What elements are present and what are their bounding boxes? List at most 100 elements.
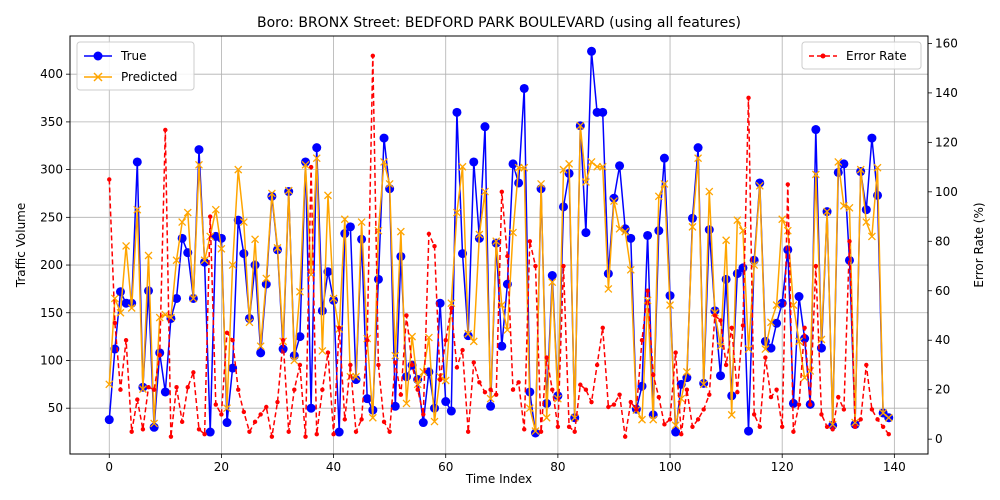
error-rate-point xyxy=(785,182,791,187)
error-rate-point xyxy=(488,387,493,392)
error-rate-point xyxy=(628,399,633,405)
error-rate-point xyxy=(852,424,858,429)
predicted-point xyxy=(262,274,271,283)
y2-tick-label: 40 xyxy=(935,333,950,347)
predicted-point xyxy=(424,333,433,342)
true-point xyxy=(788,398,798,408)
true-point xyxy=(716,371,726,381)
error-rate-point xyxy=(376,362,381,368)
error-rate-point xyxy=(566,424,572,429)
predicted-point xyxy=(727,410,736,419)
x-tick-label: 20 xyxy=(214,460,229,474)
true-point xyxy=(828,420,838,430)
predicted-point xyxy=(710,308,719,317)
predicted-point xyxy=(716,342,725,351)
true-point xyxy=(418,418,428,428)
predicted-point xyxy=(565,159,574,168)
predicted-point xyxy=(767,318,775,327)
error-rate-point xyxy=(460,347,465,353)
predicted-point xyxy=(290,356,299,365)
predicted-point xyxy=(862,218,871,227)
axes: 0 20 40 60 80 100 120 1405010015020025030035040… xyxy=(40,36,958,474)
error-rate-point xyxy=(247,429,252,434)
error-rate-point xyxy=(763,355,768,360)
y-tick-label: 100 xyxy=(40,353,63,367)
error-rate-point xyxy=(594,362,600,368)
error-rate-point xyxy=(112,320,118,326)
error-rate-point xyxy=(437,377,443,382)
error-rate-point xyxy=(421,412,426,417)
error-rate-point xyxy=(707,392,712,397)
error-rate-point xyxy=(381,419,387,425)
error-rate-point xyxy=(146,385,151,390)
error-rate-point xyxy=(611,402,617,407)
predicted-point xyxy=(312,154,321,163)
predicted-point xyxy=(402,399,411,408)
predicted-point xyxy=(391,351,400,360)
predicted-point xyxy=(161,310,170,319)
error-rate-point xyxy=(415,387,420,392)
true-point xyxy=(839,159,849,169)
predicted-point xyxy=(256,342,265,351)
error-rate-point xyxy=(836,394,841,400)
predicted-point xyxy=(189,294,198,303)
error-rate-point xyxy=(819,412,824,417)
predicted-point xyxy=(447,299,456,308)
predicted-point xyxy=(172,256,181,265)
legend-right: Error Rate xyxy=(801,41,922,70)
error-rate-point xyxy=(331,432,336,437)
y-tick-label: 200 xyxy=(40,258,63,272)
predicted-point xyxy=(638,415,646,424)
x-tick-label: 0 xyxy=(105,460,113,474)
error-rate-point xyxy=(471,360,476,365)
predicted-point xyxy=(823,207,832,216)
error-rate-point xyxy=(207,214,213,219)
predicted-point xyxy=(301,160,310,169)
error-rate-point xyxy=(264,404,269,410)
true-point xyxy=(278,344,288,354)
error-rate-point xyxy=(196,427,202,432)
predicted-point xyxy=(856,165,865,174)
x-tick-label: 80 xyxy=(550,460,565,474)
error-rate-point xyxy=(679,432,684,437)
error-rate-point xyxy=(751,412,757,417)
error-rate-point xyxy=(432,244,437,249)
y-tick-label: 400 xyxy=(40,67,63,81)
true-point xyxy=(867,133,877,143)
true-point xyxy=(172,293,182,303)
true-point xyxy=(794,292,804,302)
true-point xyxy=(205,427,215,437)
error-rate-point xyxy=(802,325,807,331)
error-rate-point xyxy=(123,338,129,343)
error-rate-point xyxy=(465,429,471,434)
predicted-point xyxy=(492,237,501,246)
error-rate-point xyxy=(522,427,527,432)
predicted-point xyxy=(452,208,461,217)
true-point xyxy=(693,143,703,153)
error-rate-point xyxy=(880,424,886,429)
predicted-point xyxy=(217,244,226,253)
error-rate-point xyxy=(634,407,639,412)
error-rate-point xyxy=(269,434,275,439)
error-rate-point xyxy=(477,380,482,385)
true-point xyxy=(721,274,731,284)
true-point xyxy=(396,251,406,261)
predicted-point xyxy=(183,208,192,217)
error-rate-point xyxy=(213,402,219,407)
true-point xyxy=(486,401,496,411)
chart-title: Boro: BRONX Street: BEDFORD PARK BOULEVA… xyxy=(257,15,741,31)
error-rate-point xyxy=(701,407,706,412)
predicted-point xyxy=(469,337,478,346)
predicted-point xyxy=(884,413,893,422)
predicted-point xyxy=(621,227,630,236)
true-point xyxy=(598,107,608,117)
predicted-point xyxy=(368,413,377,422)
error-rate-point xyxy=(690,424,695,429)
error-rate-point xyxy=(639,338,645,343)
predicted-point xyxy=(783,226,792,235)
error-rate-line xyxy=(108,55,890,437)
predicted-point xyxy=(520,163,529,172)
true-point xyxy=(132,157,142,167)
predicted-point xyxy=(385,179,394,188)
legend-error-marker xyxy=(820,53,826,59)
